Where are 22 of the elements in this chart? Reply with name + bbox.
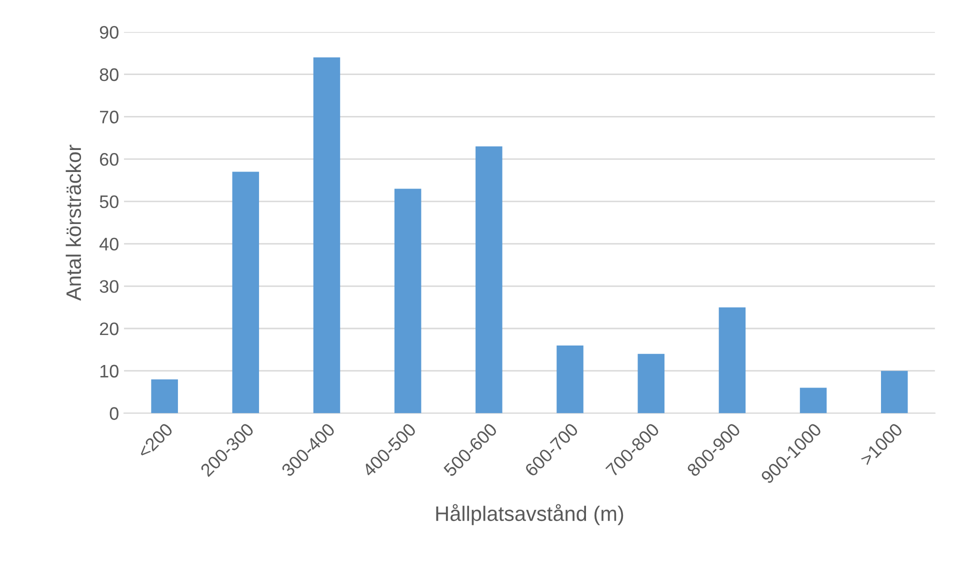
y-tick-label: 90 bbox=[100, 26, 118, 39]
bar bbox=[880, 370, 908, 414]
bar bbox=[476, 146, 502, 414]
y-tick-label: 0 bbox=[110, 407, 118, 420]
y-tick-label: 10 bbox=[100, 364, 118, 378]
bar bbox=[151, 379, 178, 414]
bar bbox=[638, 354, 664, 414]
x-axis-title: Hållplatsavstånd (m) bbox=[436, 504, 624, 526]
bar bbox=[556, 345, 584, 414]
y-tick-label: 50 bbox=[100, 195, 118, 208]
y-axis-title: Antal körsträckor bbox=[66, 144, 82, 301]
y-tick-label: 80 bbox=[100, 68, 118, 82]
y-tick-label: 60 bbox=[100, 153, 118, 166]
y-tick-label: 40 bbox=[99, 238, 118, 251]
y-tick-label: 20 bbox=[100, 322, 118, 336]
bar bbox=[718, 307, 746, 414]
y-tick-label: 70 bbox=[100, 110, 118, 124]
bar bbox=[394, 188, 422, 414]
bar bbox=[800, 388, 827, 414]
bar bbox=[232, 172, 260, 414]
bar bbox=[313, 57, 340, 414]
y-tick-label: 30 bbox=[100, 280, 118, 293]
